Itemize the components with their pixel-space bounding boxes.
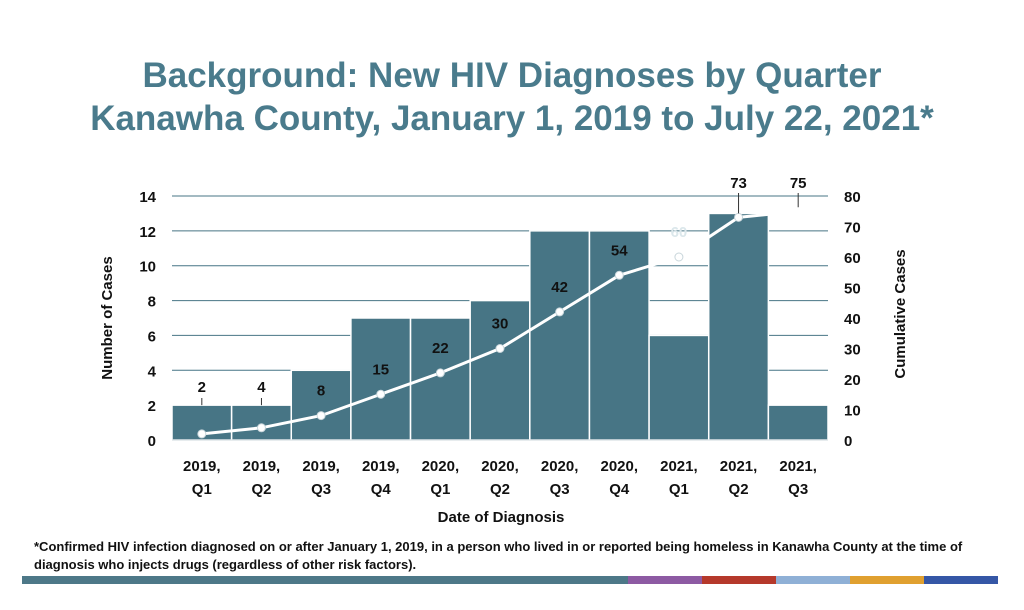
y2-tick-label: 10 [844, 403, 861, 420]
y2-tick-label: 70 [844, 220, 861, 237]
x-tick-label: Q2 [490, 481, 510, 498]
data-label: 30 [492, 316, 509, 333]
y2-axis-title: Cumulative Cases [892, 249, 909, 378]
y2-tick-label: 80 [844, 189, 861, 206]
x-tick-label: 2020, [541, 458, 579, 475]
bar [350, 317, 412, 441]
bar [290, 369, 352, 441]
footer-stripe [702, 576, 776, 584]
x-tick-label: 2020, [422, 458, 460, 475]
x-tick-label: Q2 [729, 481, 749, 498]
x-tick-label: Q3 [311, 481, 331, 498]
bar [409, 317, 471, 441]
y-tick-label: 2 [148, 398, 156, 415]
cumulative-point [197, 429, 207, 439]
footer-stripe [924, 576, 998, 584]
cumulative-point [256, 423, 266, 433]
data-label: 60 [671, 224, 688, 241]
x-tick-label: 2020, [600, 458, 638, 475]
x-tick-label: 2019, [243, 458, 281, 475]
data-label: 73 [730, 175, 747, 192]
data-label: 54 [611, 242, 628, 259]
cumulative-point [495, 344, 505, 353]
y-tick-label: 8 [148, 294, 156, 311]
y-tick-label: 4 [148, 363, 157, 380]
chart-title-line-1: Background: New HIV Diagnoses by Quarter [142, 56, 882, 95]
y-tick-label: 12 [139, 224, 156, 241]
cumulative-point [734, 212, 744, 222]
x-tick-label: 2020, [481, 458, 519, 475]
y2-tick-label: 30 [844, 342, 861, 359]
footer-stripe [776, 576, 850, 584]
x-tick-label: 2019, [183, 458, 221, 475]
data-label: 2 [198, 379, 206, 396]
x-tick-label: 2021, [779, 458, 817, 475]
y-tick-label: 0 [148, 433, 156, 450]
cumulative-point [614, 270, 624, 280]
x-tick-label: Q1 [430, 481, 450, 498]
x-tick-label: Q1 [669, 481, 689, 498]
bar [648, 334, 710, 441]
x-tick-label: 2021, [720, 458, 758, 475]
x-tick-label: Q3 [788, 481, 808, 498]
y2-tick-label: 20 [844, 372, 861, 389]
cumulative-point [674, 252, 684, 262]
footer-stripe [628, 576, 702, 584]
y-tick-label: 6 [148, 328, 156, 345]
cumulative-point [555, 307, 565, 317]
cumulative-point [316, 411, 326, 421]
y2-tick-label: 50 [844, 281, 861, 298]
footnote: *Confirmed HIV infection diagnosed on or… [34, 539, 963, 572]
x-tick-label: 2021, [660, 458, 698, 475]
y-axis-title: Number of Cases [99, 256, 116, 379]
y2-tick-label: 60 [844, 250, 861, 267]
cumulative-point [435, 368, 445, 378]
bar [529, 230, 591, 441]
data-label: 15 [372, 361, 389, 378]
x-tick-label: Q3 [550, 481, 570, 498]
bar [767, 404, 829, 441]
x-tick-label: Q4 [371, 481, 392, 498]
data-label: 75 [790, 175, 807, 192]
data-label: 4 [257, 379, 266, 396]
data-label: 22 [432, 340, 449, 357]
data-label: 8 [317, 383, 325, 400]
cumulative-point [376, 389, 386, 399]
bar [707, 212, 770, 441]
x-tick-label: Q2 [251, 481, 271, 498]
data-label: 42 [551, 279, 568, 296]
y-tick-label: 10 [139, 259, 156, 276]
footer-stripe [850, 576, 924, 584]
chart-svg: 0 2 4 6 8 10 12 14 0 10 20 30 40 50 60 70 80 2019, Q1 2019,… [99, 175, 909, 526]
x-tick-label: 2019, [362, 458, 400, 475]
footer-stripe [22, 576, 628, 584]
x-tick-label: Q1 [192, 481, 212, 498]
y2-tick-label: 40 [844, 311, 861, 328]
x-tick-label: Q4 [609, 481, 630, 498]
x-tick-label: 2019, [302, 458, 340, 475]
y-tick-label: 14 [139, 189, 156, 206]
bar [588, 230, 650, 441]
x-axis-title: Date of Diagnosis [438, 509, 565, 526]
y2-tick-label: 0 [844, 433, 852, 450]
chart-title-line-2: Kanawha County, January 1, 2019 to July … [90, 99, 934, 138]
